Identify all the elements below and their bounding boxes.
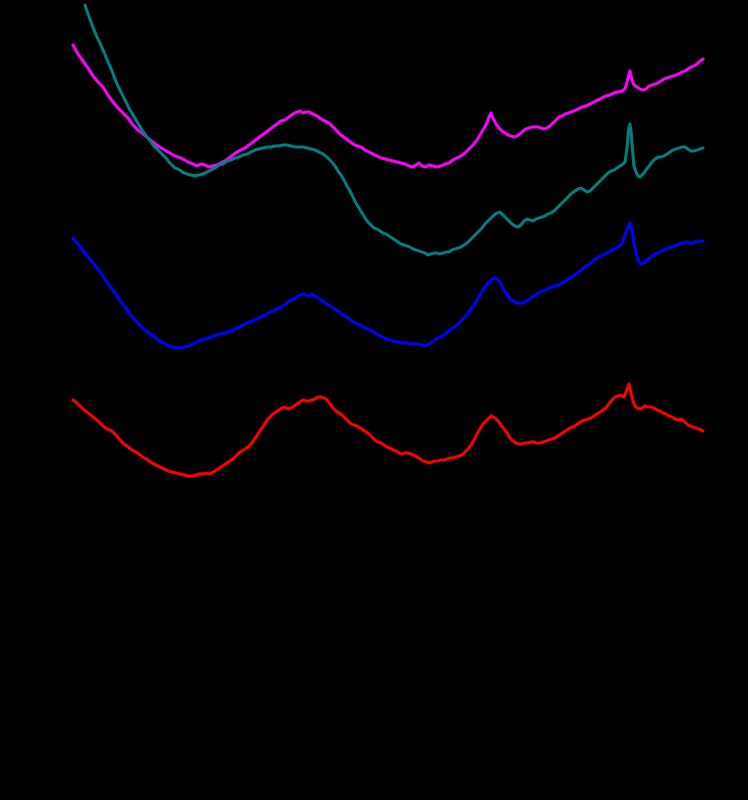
blue-spectrum-line (71, 221, 705, 350)
red-spectrum-line (71, 382, 705, 478)
teal-spectrum-line (83, 3, 705, 257)
magenta-spectrum-line (71, 43, 705, 169)
